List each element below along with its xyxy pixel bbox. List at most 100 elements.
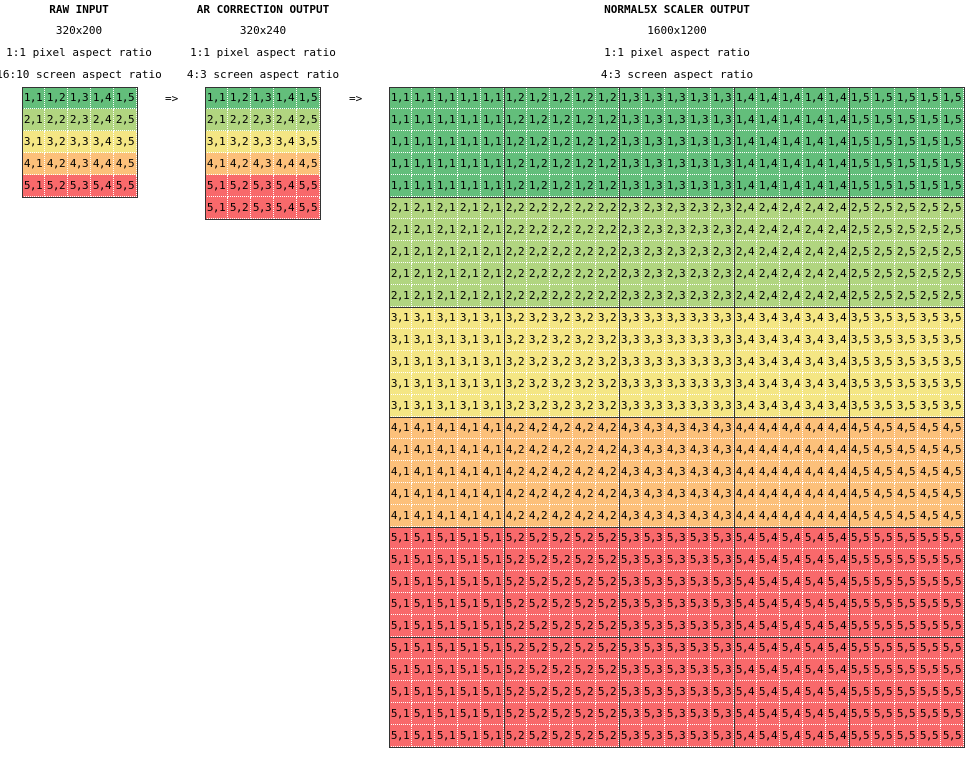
grid-cell: 2,3 [619, 197, 642, 219]
grid-cell: 1,3 [619, 87, 642, 109]
grid-cell: 5,5 [918, 703, 941, 725]
grid-cell: 2,1 [412, 285, 435, 307]
grid-cell: 1,5 [297, 87, 320, 109]
grid-cell: 5,5 [918, 637, 941, 659]
grid-cell: 4,1 [481, 439, 504, 461]
grid-cell: 3,1 [412, 395, 435, 417]
grid-cell: 5,4 [826, 571, 849, 593]
grid-cell: 4,2 [550, 483, 573, 505]
grid-cell: 2,4 [826, 197, 849, 219]
grid-cell: 1,4 [780, 175, 803, 197]
grid-cell: 3,3 [711, 373, 734, 395]
grid-cell: 3,3 [688, 373, 711, 395]
grid-cell: 5,1 [412, 703, 435, 725]
grid-cell: 5,1 [458, 681, 481, 703]
grid-cell: 4,2 [45, 153, 68, 175]
grid-cell: 5,1 [435, 615, 458, 637]
grid-cell: 4,5 [895, 505, 918, 527]
grid-cell: 4,4 [826, 439, 849, 461]
grid-cell: 4,4 [757, 483, 780, 505]
grid-cell: 4,5 [872, 461, 895, 483]
grid-cell: 1,3 [688, 109, 711, 131]
grid-cell: 1,4 [826, 109, 849, 131]
grid-cell: 4,3 [688, 461, 711, 483]
grid-cell: 1,3 [688, 131, 711, 153]
grid-cell: 3,4 [734, 307, 757, 329]
grid-cell: 5,5 [941, 571, 964, 593]
grid-cell: 1,3 [688, 87, 711, 109]
grid-cell: 4,3 [642, 505, 665, 527]
grid-cell: 4,2 [527, 461, 550, 483]
grid-cell: 2,1 [205, 109, 228, 131]
grid-cell: 1,1 [412, 109, 435, 131]
grid-cell: 4,5 [895, 483, 918, 505]
grid-cell: 5,1 [435, 659, 458, 681]
grid-cell: 2,2 [596, 219, 619, 241]
grid-cell: 5,2 [550, 615, 573, 637]
grid-cell: 2,3 [665, 241, 688, 263]
grid-cell: 4,3 [711, 461, 734, 483]
grid-cell: 4,4 [274, 153, 297, 175]
grid-cell: 3,3 [711, 395, 734, 417]
grid-cell: 5,3 [711, 659, 734, 681]
grid-cell: 2,4 [826, 263, 849, 285]
grid-cell: 4,1 [458, 483, 481, 505]
grid-cell: 5,5 [114, 175, 137, 197]
grid-cell: 3,3 [688, 307, 711, 329]
grid-cell: 5,4 [803, 549, 826, 571]
grid-cell: 5,2 [527, 725, 550, 747]
grid-cell: 5,2 [573, 549, 596, 571]
grid-cell: 2,4 [274, 109, 297, 131]
grid-cell: 5,2 [573, 593, 596, 615]
grid-cell: 3,4 [803, 307, 826, 329]
grid-cell: 2,1 [22, 109, 45, 131]
grid-cell: 5,3 [68, 175, 91, 197]
grid-cell: 2,2 [228, 109, 251, 131]
grid-cell: 5,5 [918, 571, 941, 593]
grid-cell: 2,3 [711, 263, 734, 285]
grid-cell: 3,3 [619, 395, 642, 417]
grid-cell: 1,3 [665, 87, 688, 109]
grid-cell: 2,4 [734, 263, 757, 285]
grid-cell: 5,2 [550, 549, 573, 571]
grid-cell: 2,3 [688, 197, 711, 219]
grid-cell: 5,2 [596, 681, 619, 703]
grid-cell: 1,2 [573, 153, 596, 175]
grid-cell: 4,4 [803, 505, 826, 527]
grid-cell: 5,4 [757, 593, 780, 615]
grid-cell: 5,3 [642, 615, 665, 637]
resolution: 320x200 [55, 24, 103, 37]
grid-cell: 5,1 [458, 593, 481, 615]
grid-cell: 2,2 [527, 219, 550, 241]
grid-cell: 5,3 [642, 549, 665, 571]
grid-cell: 3,3 [619, 329, 642, 351]
grid-cell: 4,3 [68, 153, 91, 175]
grid-cell: 5,3 [642, 725, 665, 747]
grid-cell: 5,5 [872, 659, 895, 681]
grid-cell: 5,3 [711, 681, 734, 703]
grid-cell: 5,4 [780, 527, 803, 549]
grid-cell: 4,2 [573, 439, 596, 461]
grid-cell: 5,5 [941, 703, 964, 725]
grid-cell: 5,4 [780, 615, 803, 637]
grid-cell: 2,1 [412, 241, 435, 263]
grid-cell: 5,1 [435, 637, 458, 659]
grid-cell: 3,5 [941, 307, 964, 329]
grid-cell: 4,4 [826, 417, 849, 439]
grid-cell: 4,1 [435, 417, 458, 439]
grid-cell: 5,2 [550, 659, 573, 681]
grid-cell: 1,5 [895, 131, 918, 153]
grid-cell: 5,1 [458, 615, 481, 637]
grid-cell: 4,5 [872, 505, 895, 527]
grid-cell: 3,1 [389, 373, 412, 395]
grid-cell: 4,4 [803, 439, 826, 461]
grid-cell: 2,2 [45, 109, 68, 131]
grid-cell: 2,5 [918, 263, 941, 285]
grid-cell: 2,2 [573, 263, 596, 285]
grid-cell: 3,2 [573, 307, 596, 329]
grid-cell: 1,1 [481, 153, 504, 175]
grid-cell: 5,1 [435, 681, 458, 703]
grid-cell: 1,1 [22, 87, 45, 109]
grid-cell: 5,2 [573, 659, 596, 681]
